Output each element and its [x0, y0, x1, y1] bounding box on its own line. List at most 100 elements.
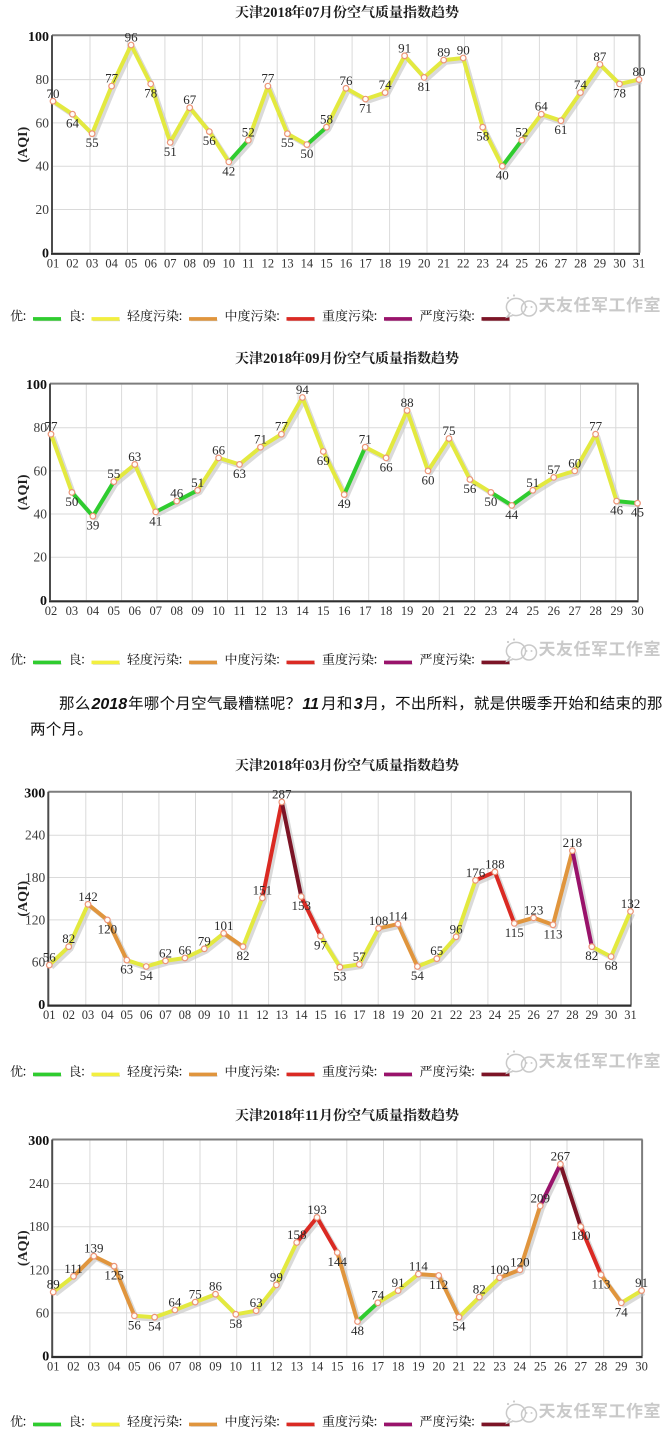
svg-text:16: 16 [334, 1008, 347, 1022]
svg-text:08: 08 [170, 604, 183, 618]
svg-text:06: 06 [140, 1008, 153, 1022]
svg-text:3: 3 [354, 696, 363, 713]
svg-text:240: 240 [29, 1176, 50, 1191]
svg-text:15: 15 [314, 1008, 327, 1022]
svg-text:132: 132 [621, 896, 641, 911]
svg-text:54: 54 [140, 968, 154, 983]
svg-text:55: 55 [281, 135, 294, 150]
svg-text:15: 15 [320, 256, 333, 270]
svg-text:50: 50 [484, 494, 497, 509]
svg-text:57: 57 [547, 462, 561, 477]
svg-text:125: 125 [104, 1268, 124, 1283]
svg-text:77: 77 [105, 71, 119, 86]
svg-text:2018: 2018 [263, 758, 292, 774]
svg-text:44: 44 [505, 507, 519, 522]
svg-text:13: 13 [276, 1008, 289, 1022]
svg-text:111: 111 [64, 1261, 83, 1276]
svg-text:19: 19 [398, 256, 411, 270]
svg-text:99: 99 [270, 1269, 283, 1284]
svg-text:(AQI): (AQI) [16, 126, 31, 162]
svg-text:80: 80 [34, 420, 48, 435]
svg-text:56: 56 [463, 481, 477, 496]
svg-text:20: 20 [36, 202, 50, 217]
svg-text:20: 20 [411, 1008, 424, 1022]
svg-text:30: 30 [613, 256, 626, 270]
svg-text:267: 267 [551, 1149, 571, 1164]
svg-text:87: 87 [593, 49, 607, 64]
svg-text:153: 153 [291, 898, 311, 913]
svg-text:28: 28 [595, 1360, 608, 1374]
svg-text:11: 11 [302, 696, 319, 713]
svg-text:51: 51 [526, 475, 539, 490]
svg-text:13: 13 [275, 604, 288, 618]
svg-text:(AQI): (AQI) [16, 474, 31, 510]
svg-text:65: 65 [430, 943, 443, 958]
svg-text:60: 60 [34, 463, 48, 478]
svg-text:64: 64 [168, 1295, 182, 1310]
svg-text:05: 05 [121, 1008, 134, 1022]
svg-text:18: 18 [379, 256, 392, 270]
svg-text:70: 70 [47, 86, 60, 101]
svg-text:01: 01 [47, 1360, 60, 1374]
svg-text:112: 112 [429, 1277, 448, 1292]
svg-text:45: 45 [631, 505, 644, 520]
svg-text:25: 25 [527, 604, 540, 618]
svg-text:86: 86 [209, 1279, 223, 1294]
svg-text:54: 54 [411, 968, 425, 983]
svg-text:74: 74 [371, 1287, 385, 1302]
svg-text:56: 56 [128, 1317, 142, 1332]
svg-text:78: 78 [613, 85, 626, 100]
svg-text:20: 20 [432, 1360, 445, 1374]
svg-text:06: 06 [144, 256, 157, 270]
svg-text:10: 10 [212, 604, 225, 618]
svg-text:08: 08 [179, 1008, 192, 1022]
svg-text:151: 151 [253, 883, 273, 898]
svg-text:12: 12 [262, 256, 275, 270]
svg-text:23: 23 [485, 604, 498, 618]
svg-text:94: 94 [296, 382, 310, 397]
svg-text:55: 55 [86, 135, 99, 150]
svg-text:23: 23 [476, 256, 489, 270]
svg-text:02: 02 [66, 256, 79, 270]
svg-text:81: 81 [418, 79, 431, 94]
svg-text:15: 15 [317, 604, 330, 618]
svg-text:67: 67 [183, 92, 197, 107]
svg-text:14: 14 [295, 1008, 308, 1022]
svg-text:12: 12 [256, 1008, 269, 1022]
svg-text:11: 11 [305, 1108, 319, 1124]
svg-text:64: 64 [535, 99, 549, 114]
svg-text:60: 60 [422, 472, 435, 487]
svg-text:68: 68 [605, 958, 618, 973]
svg-text:0: 0 [42, 246, 49, 261]
svg-text:60: 60 [36, 1305, 50, 1320]
svg-text:29: 29 [615, 1360, 628, 1374]
svg-text:180: 180 [29, 1219, 50, 1234]
svg-text:24: 24 [496, 256, 509, 270]
svg-text:17: 17 [372, 1360, 385, 1374]
svg-text:16: 16 [351, 1360, 364, 1374]
svg-text:14: 14 [311, 1360, 324, 1374]
svg-text:74: 74 [615, 1304, 629, 1319]
svg-text:89: 89 [437, 45, 450, 60]
svg-text:15: 15 [331, 1360, 344, 1374]
svg-text:96: 96 [450, 921, 464, 936]
svg-text:25: 25 [534, 1360, 547, 1374]
svg-text:52: 52 [515, 125, 528, 140]
svg-text:41: 41 [149, 513, 162, 528]
svg-text:63: 63 [233, 466, 246, 481]
svg-text:19: 19 [412, 1360, 425, 1374]
svg-text:27: 27 [574, 1360, 587, 1374]
svg-text:03: 03 [86, 256, 99, 270]
svg-text:21: 21 [443, 604, 456, 618]
svg-text:30: 30 [631, 604, 644, 618]
svg-text:10: 10 [223, 256, 236, 270]
svg-text:77: 77 [45, 419, 59, 434]
svg-text:13: 13 [281, 256, 294, 270]
svg-text:77: 77 [275, 419, 289, 434]
svg-text:54: 54 [148, 1319, 162, 1334]
svg-text:82: 82 [237, 948, 250, 963]
svg-text:30: 30 [635, 1360, 648, 1374]
svg-text:24: 24 [506, 604, 519, 618]
svg-text:06: 06 [129, 604, 142, 618]
svg-text:05: 05 [125, 256, 138, 270]
